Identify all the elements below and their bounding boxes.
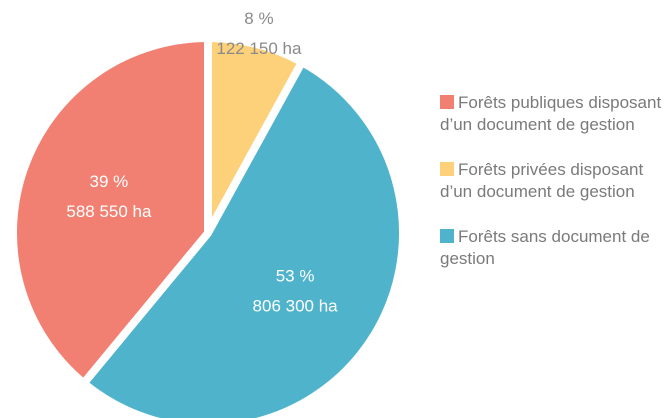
pie-slice — [9, 34, 212, 388]
legend-item: Forêts privées disposant d’un document d… — [440, 159, 667, 203]
legend: Forêts publiques disposant d’un document… — [440, 92, 667, 293]
value-label: 8 % — [244, 9, 273, 28]
legend-item: Forêts sans document de gestion — [440, 226, 667, 270]
legend-label: Forêts sans document de gestion — [440, 227, 650, 268]
pie-slice — [79, 58, 407, 418]
value-label: 53 % — [276, 267, 315, 286]
legend-swatch — [440, 162, 454, 176]
area-label: 122 150 ha — [216, 39, 302, 58]
legend-label: Forêts publiques disposant d’un document… — [440, 93, 662, 134]
legend-swatch — [440, 95, 454, 109]
area-label: 806 300 ha — [253, 297, 339, 316]
legend-swatch — [440, 229, 454, 243]
area-label: 588 550 ha — [66, 202, 152, 221]
value-label: 39 % — [90, 172, 129, 191]
legend-label: Forêts privées disposant d’un document d… — [440, 160, 644, 201]
legend-item: Forêts publiques disposant d’un document… — [440, 92, 667, 136]
